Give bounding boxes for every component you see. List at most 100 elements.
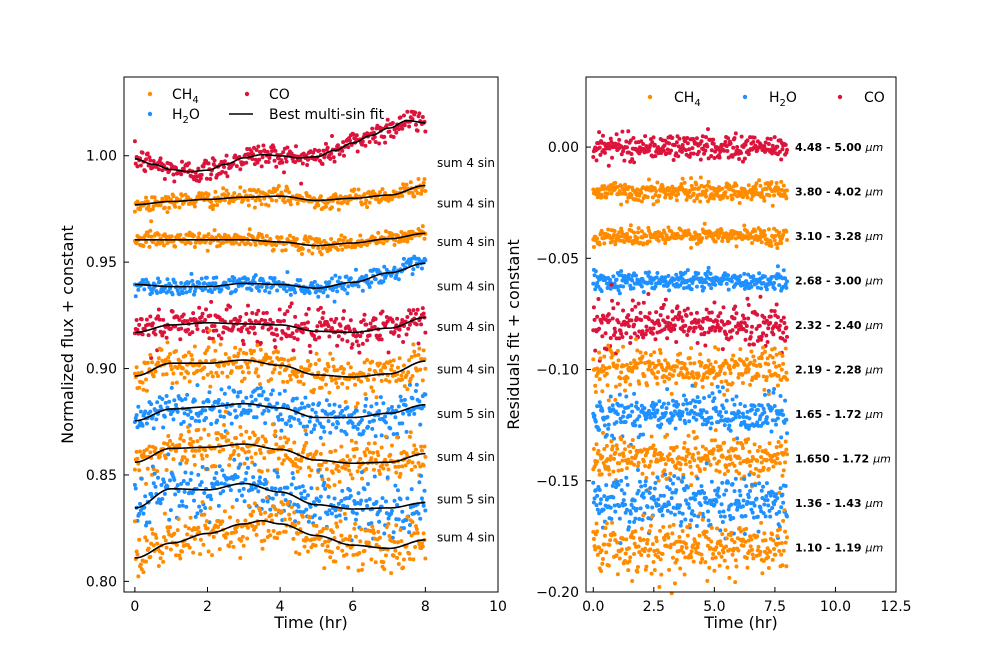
left-point bbox=[330, 422, 335, 427]
left-point bbox=[188, 515, 193, 520]
left-point bbox=[156, 307, 161, 312]
left-point bbox=[410, 460, 415, 465]
left-point bbox=[323, 486, 328, 491]
right-point bbox=[646, 228, 651, 233]
right-point bbox=[624, 331, 629, 336]
left-point bbox=[138, 163, 143, 168]
left-point bbox=[355, 426, 360, 431]
fit-label: sum 4 sin bbox=[437, 531, 495, 545]
left-point bbox=[180, 366, 185, 371]
left-point bbox=[298, 421, 303, 426]
left-point bbox=[403, 403, 408, 408]
right-point bbox=[779, 241, 784, 246]
left-point bbox=[167, 399, 172, 404]
left-point bbox=[348, 472, 353, 477]
left-point bbox=[333, 559, 338, 564]
left-point bbox=[177, 553, 182, 558]
left-point bbox=[341, 153, 346, 158]
left-point bbox=[189, 443, 194, 448]
left-point bbox=[340, 337, 345, 342]
right-point bbox=[610, 316, 615, 321]
left-point bbox=[379, 378, 384, 383]
left-point bbox=[318, 305, 323, 310]
left-point bbox=[389, 405, 394, 410]
right-point bbox=[730, 328, 735, 333]
left-point bbox=[220, 169, 225, 174]
left-point bbox=[192, 398, 197, 403]
right-point bbox=[680, 176, 685, 181]
left-point bbox=[348, 237, 353, 242]
left-point bbox=[401, 526, 406, 531]
right-point bbox=[775, 245, 780, 250]
left-point bbox=[196, 472, 201, 477]
left-point bbox=[273, 429, 278, 434]
left-point bbox=[221, 489, 226, 494]
left-point bbox=[244, 429, 249, 434]
left-point bbox=[301, 424, 306, 429]
left-point bbox=[271, 145, 276, 150]
right-point bbox=[697, 232, 702, 237]
left-point bbox=[266, 408, 271, 413]
left-point bbox=[295, 531, 300, 536]
left-point bbox=[223, 409, 228, 414]
left-point bbox=[275, 288, 280, 293]
left-point bbox=[204, 466, 209, 471]
left-point bbox=[364, 498, 369, 503]
right-data-points bbox=[591, 127, 790, 596]
right-point bbox=[769, 180, 774, 185]
left-point bbox=[185, 532, 190, 537]
left-point bbox=[240, 447, 245, 452]
left-point bbox=[287, 373, 292, 378]
left-point bbox=[216, 398, 221, 403]
left-point bbox=[296, 520, 301, 525]
right-point bbox=[699, 139, 704, 144]
right-point bbox=[766, 227, 771, 232]
left-point bbox=[369, 385, 374, 390]
left-point bbox=[345, 291, 350, 296]
left-point bbox=[258, 385, 263, 390]
right-point bbox=[725, 195, 730, 200]
left-point bbox=[388, 452, 393, 457]
right-point bbox=[726, 273, 731, 278]
left-point bbox=[409, 236, 414, 241]
left-point bbox=[180, 159, 185, 164]
left-point bbox=[324, 398, 329, 403]
left-point bbox=[226, 285, 231, 290]
left-point bbox=[237, 404, 242, 409]
left-point bbox=[281, 150, 286, 155]
left-point bbox=[271, 528, 276, 533]
left-point bbox=[406, 326, 411, 331]
right-point bbox=[779, 188, 784, 193]
right-point bbox=[765, 180, 770, 185]
left-point bbox=[333, 377, 338, 382]
right-point bbox=[711, 196, 716, 201]
right-point bbox=[718, 326, 723, 331]
left-point bbox=[204, 348, 209, 353]
right-point bbox=[653, 337, 658, 342]
left-point bbox=[279, 235, 284, 240]
left-point bbox=[362, 409, 367, 414]
left-point bbox=[423, 392, 428, 397]
right-point bbox=[632, 322, 637, 327]
left-point bbox=[344, 552, 349, 557]
left-point bbox=[409, 256, 414, 261]
left-point bbox=[281, 318, 286, 323]
left-point bbox=[218, 342, 223, 347]
left-point bbox=[253, 198, 258, 203]
left-point bbox=[270, 496, 275, 501]
right-point bbox=[655, 180, 660, 185]
left-point bbox=[214, 275, 219, 280]
left-point bbox=[217, 464, 222, 469]
left-point bbox=[274, 512, 279, 517]
left-point bbox=[234, 288, 239, 293]
left-point bbox=[316, 468, 321, 473]
left-point bbox=[290, 331, 295, 336]
left-point bbox=[287, 304, 292, 309]
left-point bbox=[348, 494, 353, 499]
left-point bbox=[190, 278, 195, 283]
right-point bbox=[694, 232, 699, 237]
left-point bbox=[217, 409, 222, 414]
left-point bbox=[245, 536, 250, 541]
left-point bbox=[415, 264, 420, 269]
left-point bbox=[163, 357, 168, 362]
